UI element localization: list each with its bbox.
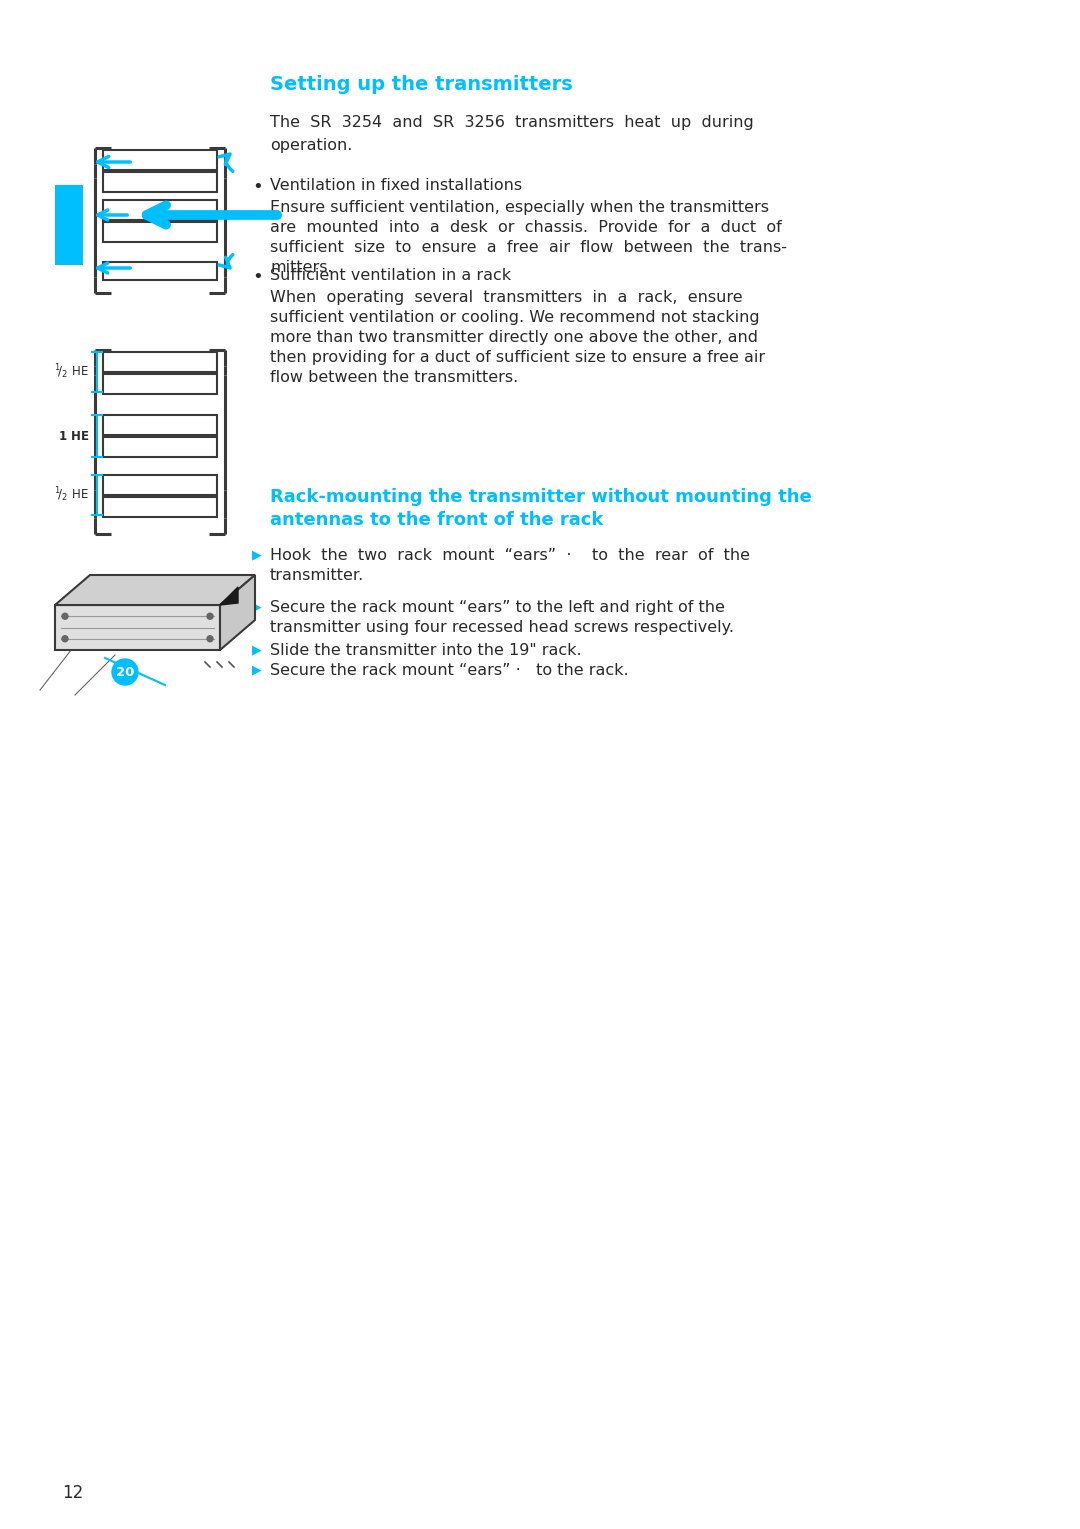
Text: 12: 12	[62, 1485, 83, 1501]
Bar	[103, 497, 217, 517]
Polygon shape	[220, 587, 238, 605]
Bar	[103, 261, 217, 280]
Text: ▶: ▶	[252, 547, 261, 561]
Text: then providing for a duct of sufficient size to ensure a free air: then providing for a duct of sufficient …	[270, 350, 765, 365]
Bar	[103, 200, 217, 220]
Text: mitters.: mitters.	[270, 260, 333, 275]
Bar	[103, 150, 217, 170]
Polygon shape	[55, 575, 255, 605]
Bar	[103, 414, 217, 434]
Bar	[55, 185, 83, 265]
Bar	[103, 375, 217, 394]
Text: Hook  the  two  rack  mount  “ears”  ·    to  the  rear  of  the: Hook the two rack mount “ears” · to the …	[270, 547, 750, 563]
Circle shape	[62, 636, 68, 642]
Text: Slide the transmitter into the 19" rack.: Slide the transmitter into the 19" rack.	[270, 644, 582, 657]
Text: Sufficient ventilation in a rack: Sufficient ventilation in a rack	[270, 268, 511, 283]
Bar	[103, 171, 217, 193]
Circle shape	[62, 613, 68, 619]
Bar	[103, 352, 217, 372]
Text: $^1\!/_2$ HE: $^1\!/_2$ HE	[54, 362, 89, 381]
Text: operation.: operation.	[270, 138, 352, 153]
Circle shape	[112, 659, 138, 685]
Text: Ensure sufficient ventilation, especially when the transmitters: Ensure sufficient ventilation, especiall…	[270, 200, 769, 216]
Text: •: •	[252, 268, 262, 286]
Text: The  SR  3254  and  SR  3256  transmitters  heat  up  during: The SR 3254 and SR 3256 transmitters hea…	[270, 115, 754, 130]
Text: Rack-mounting the transmitter without mounting the: Rack-mounting the transmitter without mo…	[270, 488, 812, 506]
Polygon shape	[55, 605, 220, 650]
Text: $^1\!/_2$ HE: $^1\!/_2$ HE	[54, 486, 89, 505]
Text: transmitter using four recessed head screws respectively.: transmitter using four recessed head scr…	[270, 619, 734, 635]
Circle shape	[207, 636, 213, 642]
Polygon shape	[220, 575, 255, 650]
Text: sufficient  size  to  ensure  a  free  air  flow  between  the  trans-: sufficient size to ensure a free air flo…	[270, 240, 787, 255]
Text: Ventilation in fixed installations: Ventilation in fixed installations	[270, 177, 522, 193]
Text: Secure the rack mount “ears” to the left and right of the: Secure the rack mount “ears” to the left…	[270, 599, 725, 615]
Text: •: •	[252, 177, 262, 196]
Text: more than two transmitter directly one above the other, and: more than two transmitter directly one a…	[270, 330, 758, 346]
Text: are  mounted  into  a  desk  or  chassis.  Provide  for  a  duct  of: are mounted into a desk or chassis. Prov…	[270, 220, 782, 235]
Text: sufficient ventilation or cooling. We recommend not stacking: sufficient ventilation or cooling. We re…	[270, 310, 759, 326]
Text: $\mathbf{1}$ HE: $\mathbf{1}$ HE	[57, 430, 89, 442]
Text: When  operating  several  transmitters  in  a  rack,  ensure: When operating several transmitters in a…	[270, 291, 743, 304]
Text: ▶: ▶	[252, 599, 261, 613]
Text: 20: 20	[116, 665, 134, 679]
Bar	[103, 222, 217, 242]
Bar	[103, 476, 217, 495]
Text: transmitter.: transmitter.	[270, 567, 364, 583]
Text: antennas to the front of the rack: antennas to the front of the rack	[270, 511, 604, 529]
Text: flow between the transmitters.: flow between the transmitters.	[270, 370, 518, 385]
Bar	[103, 437, 217, 457]
Text: ▶: ▶	[252, 644, 261, 656]
Text: ▶: ▶	[252, 664, 261, 676]
Text: Setting up the transmitters: Setting up the transmitters	[270, 75, 572, 93]
Text: Secure the rack mount “ears” ·   to the rack.: Secure the rack mount “ears” · to the ra…	[270, 664, 629, 677]
Circle shape	[207, 613, 213, 619]
